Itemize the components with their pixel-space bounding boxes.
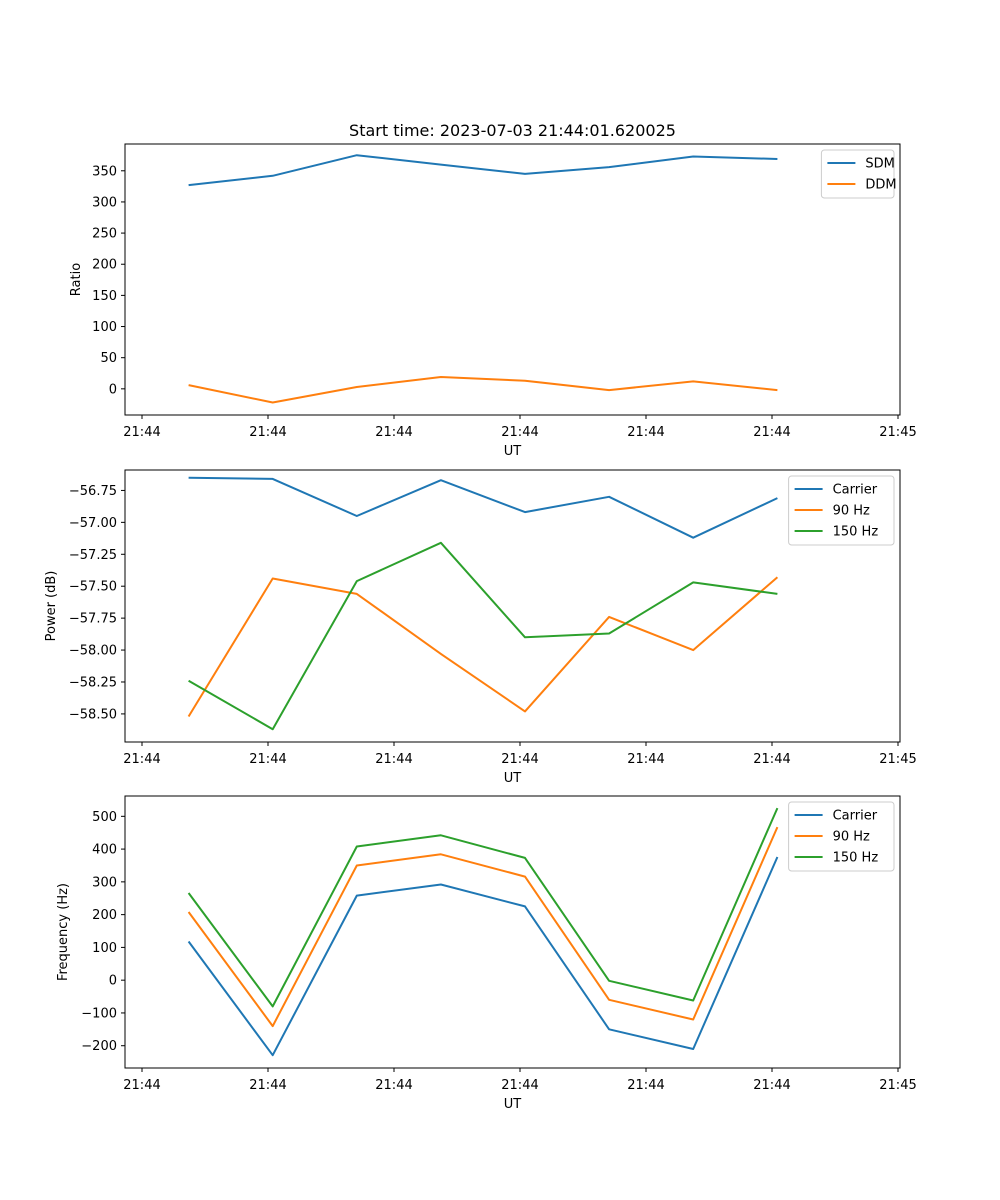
ratio-y-tick-label: 100 <box>92 320 117 335</box>
ratio-x-tick-label: 21:44 <box>375 425 412 440</box>
ratio-series-sdm-line <box>188 154 778 187</box>
power-y-tick-label: −56.75 <box>69 484 117 499</box>
frequency-x-tick-label: 21:44 <box>249 1078 286 1093</box>
frequency-x-tick-label: 21:44 <box>753 1078 790 1093</box>
frequency-series-carrier-line <box>187 856 779 1057</box>
power-x-axis-label: UT <box>504 771 522 786</box>
power-y-tick-label: −57.75 <box>69 612 117 627</box>
frequency-legend-box <box>788 801 895 872</box>
frequency-x-tick-label: 21:44 <box>375 1078 412 1093</box>
frequency-y-tick-label: 400 <box>92 843 117 858</box>
ratio-x-tick-label: 21:44 <box>123 425 160 440</box>
power-legend-box <box>788 475 895 546</box>
power-y-tick-label: −58.25 <box>69 675 117 690</box>
frequency-x-axis-label: UT <box>504 1097 522 1112</box>
power-legend-label: 150 Hz <box>833 525 879 540</box>
frequency-legend-label: 90 Hz <box>833 830 870 845</box>
frequency-series-150-hz-line <box>187 807 779 1008</box>
power-x-tick-label: 21:44 <box>753 752 790 767</box>
ratio-panel: 21:44 21:44 21:44 21:44 21:44 21:44 21:45 0 50 10… <box>69 143 917 459</box>
power-x-tick-label: 21:45 <box>879 752 916 767</box>
ratio-y-tick-label: 50 <box>100 351 117 366</box>
ratio-legend: SDM DDM <box>820 149 897 199</box>
power-y-tick-label: −57.25 <box>69 548 117 563</box>
ratio-y-axis-label: Ratio <box>69 263 84 296</box>
power-y-tick-label: −58.50 <box>69 707 117 722</box>
power-panel: 21:44 21:44 21:44 21:44 21:44 21:44 21:45 −58.5… <box>44 469 917 786</box>
frequency-y-tick-label: 200 <box>92 908 117 923</box>
ratio-series-ddm-line <box>188 376 778 404</box>
frequency-y-tick-label: 0 <box>109 974 117 989</box>
frequency-legend-label: 150 Hz <box>833 851 879 866</box>
power-legend: Carrier 90 Hz 150 Hz <box>788 475 895 546</box>
power-y-tick-label: −58.00 <box>69 644 117 659</box>
ratio-x-tick-label: 21:44 <box>753 425 790 440</box>
ratio-y-tick-label: 200 <box>92 258 117 273</box>
ratio-y-tick-label: 0 <box>109 382 117 397</box>
power-y-axis-label: Power (dB) <box>44 571 59 642</box>
power-series-150-hz-line <box>188 541 778 731</box>
frequency-series-90-hz-line <box>187 826 779 1028</box>
ratio-y-tick-label: 350 <box>92 164 117 179</box>
frequency-x-tick-label: 21:45 <box>879 1078 916 1093</box>
ratio-y-tick-label: 150 <box>92 289 117 304</box>
power-axes-frame <box>124 469 901 743</box>
power-x-tick-label: 21:44 <box>501 752 538 767</box>
power-y-tick-label: −57.50 <box>69 580 117 595</box>
ratio-y-tick-label: 250 <box>92 227 117 242</box>
frequency-axes-frame <box>124 795 901 1069</box>
ratio-x-tick-label: 21:44 <box>627 425 664 440</box>
frequency-y-tick-label: −200 <box>81 1039 117 1054</box>
ratio-axes-frame <box>124 143 901 416</box>
power-legend-label: 90 Hz <box>833 504 870 519</box>
power-legend-label: Carrier <box>833 483 878 498</box>
ratio-legend-label: SDM <box>865 157 894 172</box>
power-y-tick-label: −57.00 <box>69 516 117 531</box>
frequency-x-tick-label: 21:44 <box>627 1078 664 1093</box>
frequency-y-tick-label: −100 <box>81 1006 117 1021</box>
frequency-panel: 21:44 21:44 21:44 21:44 21:44 21:44 21:45 −200 −… <box>56 795 917 1112</box>
frequency-x-tick-label: 21:44 <box>501 1078 538 1093</box>
power-x-tick-label: 21:44 <box>249 752 286 767</box>
frequency-y-tick-label: 300 <box>92 875 117 890</box>
ratio-x-tick-label: 21:45 <box>879 425 916 440</box>
ratio-y-tick-label: 300 <box>92 195 117 210</box>
power-x-tick-label: 21:44 <box>627 752 664 767</box>
power-series-90-hz-line <box>187 576 779 718</box>
frequency-y-tick-label: 100 <box>92 941 117 956</box>
power-x-tick-label: 21:44 <box>123 752 160 767</box>
ratio-legend-label: DDM <box>865 178 896 193</box>
frequency-y-tick-label: 500 <box>92 810 117 825</box>
power-x-tick-label: 21:44 <box>375 752 412 767</box>
frequency-legend-label: Carrier <box>833 809 878 824</box>
ratio-x-axis-label: UT <box>504 444 522 459</box>
frequency-y-axis-label: Frequency (Hz) <box>56 883 71 981</box>
frequency-x-tick-label: 21:44 <box>123 1078 160 1093</box>
frequency-legend: Carrier 90 Hz 150 Hz <box>788 801 895 872</box>
power-series-carrier-line <box>188 476 778 539</box>
ratio-x-tick-label: 21:44 <box>249 425 286 440</box>
ratio-x-tick-label: 21:44 <box>501 425 538 440</box>
figure-title: Start time: 2023-07-03 21:44:01.620025 <box>349 121 676 140</box>
